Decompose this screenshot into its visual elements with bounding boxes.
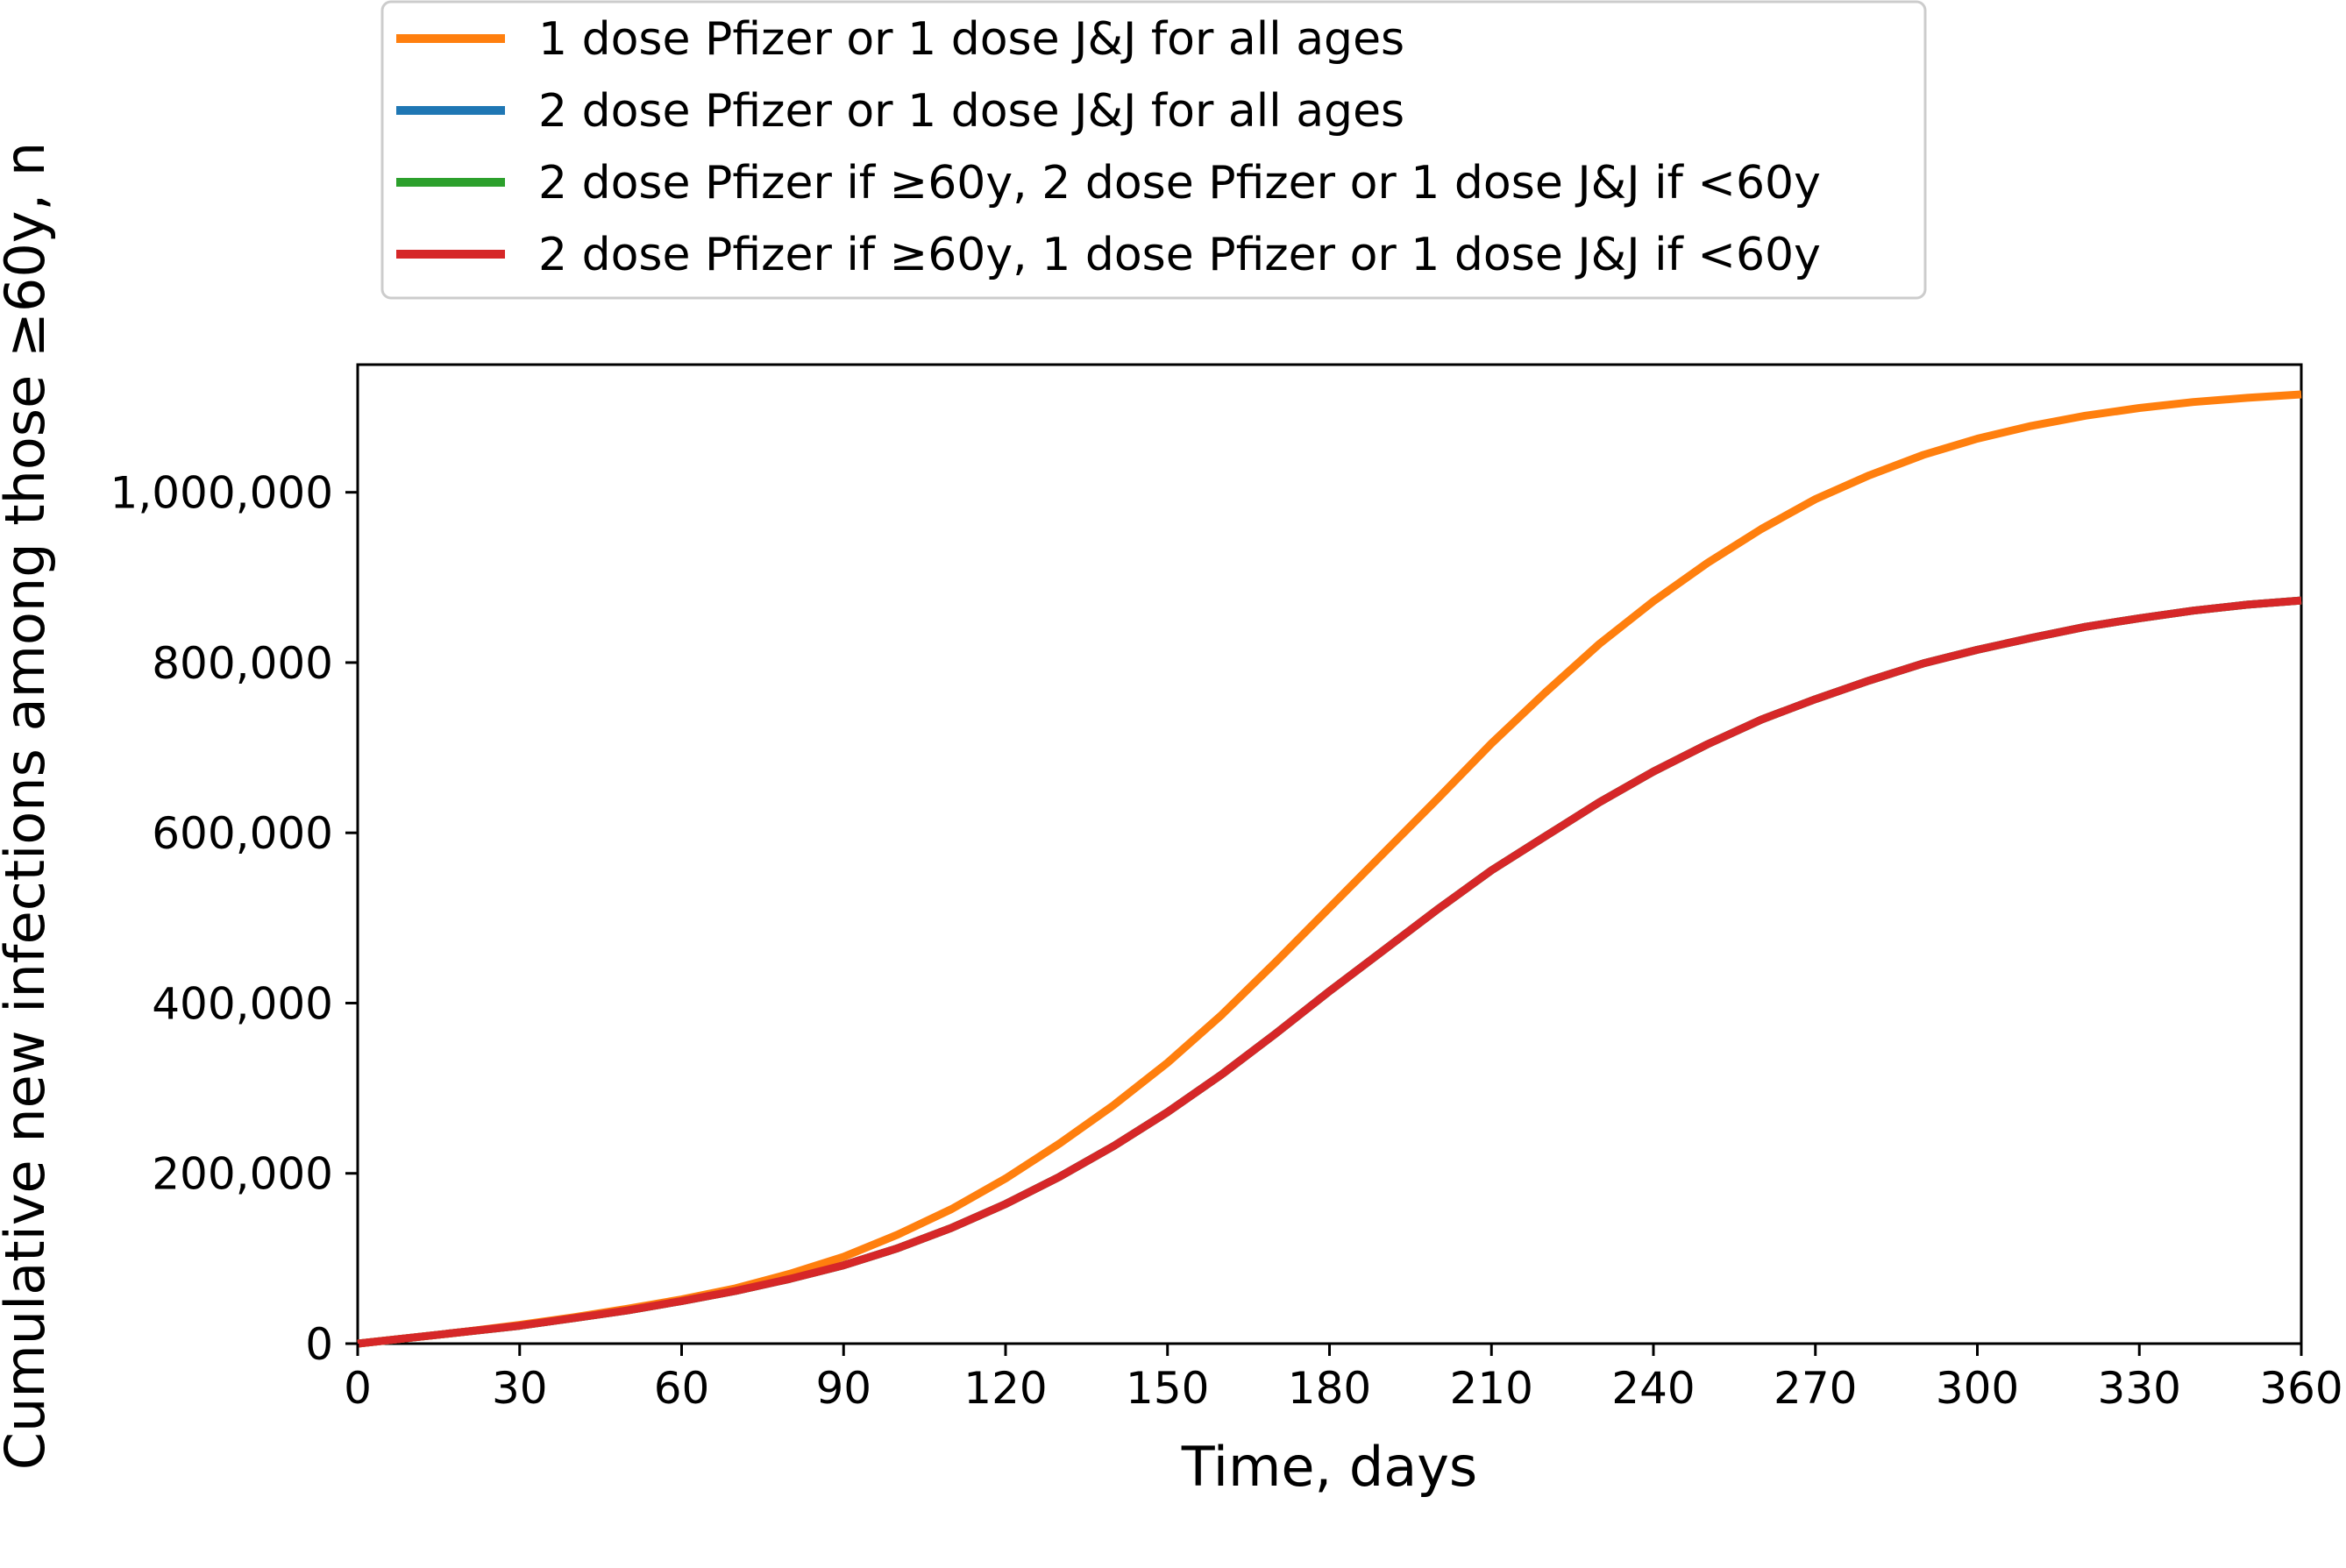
series-line-1 xyxy=(357,596,2302,1348)
x-tick-label: 360 xyxy=(2259,1363,2342,1414)
legend-label-0: 2 dose Pfizer or 1 dose J&J for all ages xyxy=(538,85,1404,138)
legend-label-3: 2 dose Pfizer if ≥60y, 1 dose Pfizer or … xyxy=(538,229,1821,281)
x-tick-label: 210 xyxy=(1450,1363,1533,1414)
x-tick-label: 270 xyxy=(1774,1363,1857,1414)
series-lines xyxy=(357,390,2302,1348)
x-tick-label: 330 xyxy=(2098,1363,2181,1414)
x-tick-label: 240 xyxy=(1611,1363,1695,1414)
y-tick-label: 600,000 xyxy=(152,808,333,859)
y-tick-label: 200,000 xyxy=(152,1149,333,1200)
x-axis-title: Time, days xyxy=(1181,1435,1478,1499)
y-axis-title: Cumulative new infections among those ≥6… xyxy=(0,142,57,1470)
legend-label-1: 2 dose Pfizer if ≥60y, 2 dose Pfizer or … xyxy=(538,157,1821,209)
x-tick-label: 120 xyxy=(963,1363,1047,1414)
series-line-2 xyxy=(357,390,2302,1348)
plot-area-frame xyxy=(356,363,2303,1345)
x-tick-label: 0 xyxy=(344,1363,372,1414)
x-tick-label: 60 xyxy=(654,1363,710,1414)
y-axis-ticks: 0 200,000 400,000 600,000 800,000 1,000,000 xyxy=(110,468,358,1370)
x-tick-label: 150 xyxy=(1126,1363,1209,1414)
x-axis-ticks: 0 30 60 90 120 150 180 210 240 270 300 330 360 xyxy=(344,1344,2343,1414)
x-tick-label: 180 xyxy=(1288,1363,1371,1414)
series-line-3 xyxy=(357,596,2302,1348)
legend-label-2: 1 dose Pfizer or 1 dose J&J for all ages xyxy=(538,13,1404,66)
series-line-0 xyxy=(357,596,2302,1348)
y-tick-label: 0 xyxy=(305,1319,333,1370)
y-tick-label: 1,000,000 xyxy=(110,468,333,519)
legend: 1 dose Pfizer or 1 dose J&J for all ages… xyxy=(380,0,1927,300)
x-tick-label: 90 xyxy=(815,1363,871,1414)
x-tick-label: 30 xyxy=(492,1363,548,1414)
y-tick-label: 400,000 xyxy=(152,978,333,1029)
x-tick-label: 300 xyxy=(1936,1363,2019,1414)
y-tick-label: 800,000 xyxy=(152,638,333,689)
legend-frame xyxy=(380,0,1927,300)
